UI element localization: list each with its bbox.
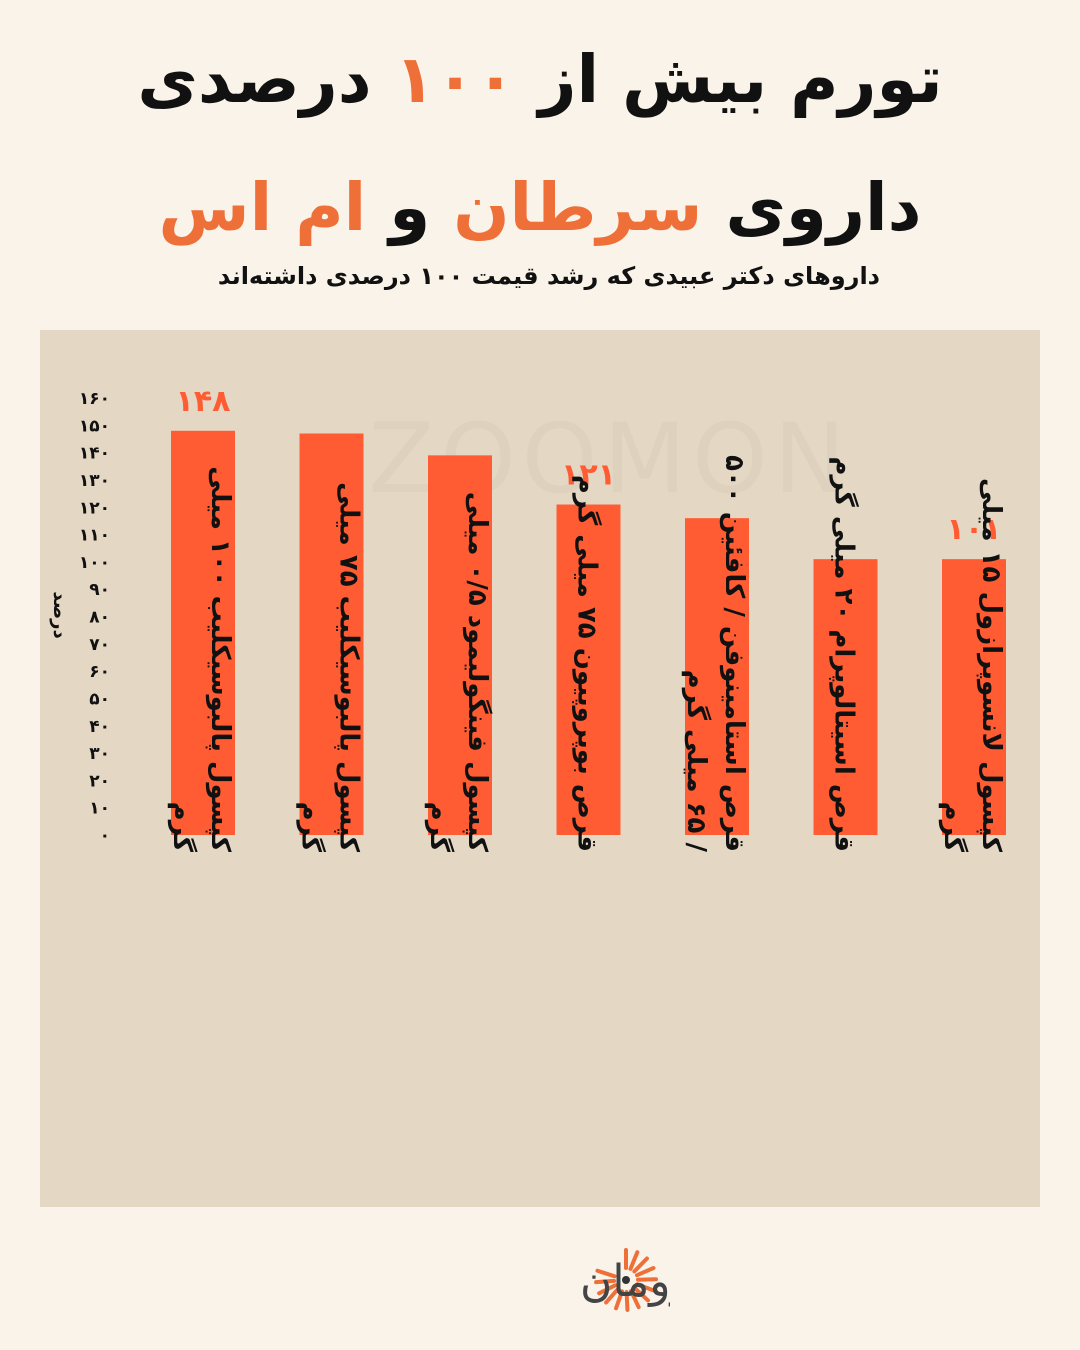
category-label-line: گرم	[296, 802, 327, 853]
footer-logo: زومان	[580, 1248, 670, 1312]
category-label-line: کپسول پالبوسیکلیب ۷۵ میلی	[334, 482, 364, 853]
y-tick-label: ۰	[100, 826, 110, 846]
logo-ray	[604, 1286, 621, 1305]
logo-ray	[632, 1286, 650, 1303]
bar	[299, 433, 364, 835]
logo-wordmark: زومان	[580, 1256, 670, 1307]
y-tick-label: ۹۰	[89, 580, 110, 600]
title-line-1: تورم بیش از ۱۰۰ درصدی	[137, 41, 943, 118]
logo-ray	[635, 1282, 657, 1293]
logo-ray	[597, 1283, 618, 1296]
chart-panel: ZOOMON ۰ ۱۰ ۲۰ ۳۰ ۴۰ ۵۰ ۶۰ ۷۰ ۸۰ ۹۰ ۱۰۰ ۱۱۰ ۱۲۰ ۱۳۰ ۱۴۰…	[40, 330, 1040, 1207]
title-line-2: داروی سرطان و ام اس	[158, 169, 922, 246]
y-tick-label: ۱۲۰	[79, 498, 110, 518]
y-tick-label: ۱۰۰	[79, 553, 110, 573]
category-label-line: گرم	[424, 802, 455, 853]
y-tick-label: ۱۶۰	[79, 389, 110, 409]
y-tick-label: ۵۰	[89, 689, 110, 709]
bar	[428, 455, 492, 835]
category-label-line: / ۶۵ میلی گرم	[681, 670, 712, 853]
category-label: قرص اسیتالوپرام ۲۰ میلی گرم	[829, 456, 860, 852]
logo-ray	[632, 1256, 649, 1274]
y-tick-label: ۲۰	[89, 771, 110, 791]
y-tick-label: ۱۰	[89, 799, 110, 819]
title-highlight-ms: ام اس	[158, 169, 367, 246]
category-label-line: گرم	[167, 802, 198, 853]
bar	[942, 559, 1006, 835]
bar	[171, 430, 235, 835]
category-label-line: کپسول پالبوسیکلیب ۱۰۰ میلی	[205, 466, 235, 853]
logo-ray	[628, 1250, 640, 1271]
y-tick-label: ۸۰	[89, 608, 110, 628]
y-tick-label: ۱۵۰	[79, 416, 110, 436]
logo-ray	[624, 1289, 630, 1312]
category-label: قرص استامینوفن / کافئین ۵۰۰/ ۶۵ میلی گرم	[681, 455, 749, 852]
logo-ray	[629, 1288, 641, 1310]
category-label-line: قرص بوپروپیون ۷۵ میلی گرم	[572, 475, 603, 852]
y-axis-label: درصد	[49, 591, 70, 638]
logo-ray	[595, 1268, 617, 1279]
data-label: ۱۴۸	[176, 384, 231, 419]
category-label-line: قرص استامینوفن / کافئین ۵۰۰	[719, 455, 749, 852]
data-label: ۱۲۱	[561, 458, 616, 493]
y-tick-label: ۱۱۰	[79, 526, 110, 546]
category-label-line: کپسول لانسوپرازول ۱۵ میلی	[976, 478, 1006, 853]
y-tick-label: ۱۴۰	[79, 444, 110, 464]
category-label-line: گرم	[938, 802, 969, 853]
logo-ray	[614, 1289, 625, 1311]
title-highlight-100: ۱۰۰	[394, 41, 516, 118]
bar	[556, 504, 621, 835]
category-label-line: قرص اسیتالوپرام ۲۰ میلی گرم	[829, 456, 860, 852]
bar	[813, 559, 878, 835]
y-tick-label: ۷۰	[89, 635, 110, 655]
subtitle: داروهای دکتر عبیدی که رشد قیمت ۱۰۰ درصدی…	[217, 262, 880, 290]
y-tick-label: ۳۰	[89, 744, 110, 764]
logo-ray	[635, 1266, 656, 1278]
y-tick-label: ۱۳۰	[79, 471, 110, 491]
logo-ray	[594, 1278, 617, 1285]
y-tick-label: ۶۰	[89, 662, 110, 682]
bar	[685, 518, 749, 835]
category-label: قرص بوپروپیون ۷۵ میلی گرم	[572, 475, 603, 852]
title-highlight-cancer: سرطان	[453, 169, 703, 246]
sunburst-logo-icon	[594, 1248, 658, 1312]
y-tick-label: ۴۰	[89, 717, 110, 737]
bar-chart: ZOOMON۰۱۰۲۰۳۰۴۰۵۰۶۰۷۰۸۰۹۰۱۰۰۱۱۰۱۲۰۱۳۰۱۴۰…	[49, 384, 1006, 853]
category-label-line: کپسول فینگولیمود ۰/۵ میلی	[462, 492, 493, 853]
data-label: ۱۰۱	[947, 512, 1002, 547]
logo-center-dot	[622, 1276, 630, 1284]
